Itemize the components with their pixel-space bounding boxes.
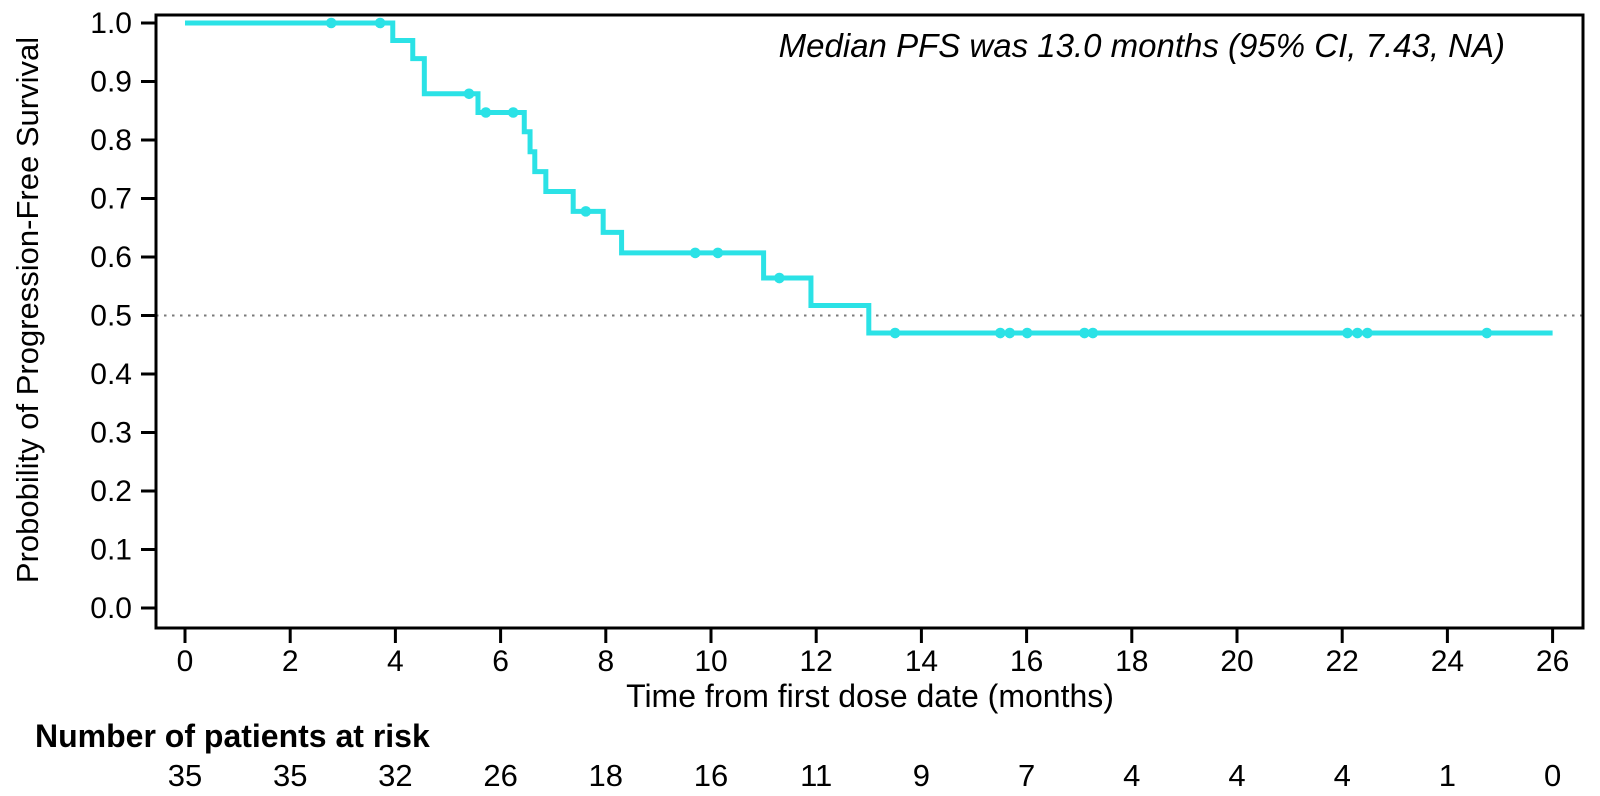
- censor-mark: [374, 17, 386, 29]
- y-tick-label: 0.8: [90, 124, 132, 157]
- censor-mark: [1079, 327, 1090, 339]
- at-risk-count: 9: [913, 758, 930, 791]
- censor-mark: [1352, 327, 1363, 339]
- median-pfs-annotation: Median PFS was 13.0 months (95% CI, 7.43…: [779, 27, 1505, 64]
- at-risk-count: 16: [694, 758, 728, 791]
- at-risk-count: 1: [1439, 758, 1456, 791]
- y-tick-label: 0.5: [90, 300, 132, 333]
- x-tick-label: 2: [282, 645, 299, 678]
- x-tick-label: 22: [1326, 645, 1359, 678]
- at-risk-count: 26: [483, 758, 517, 791]
- censor-mark: [712, 247, 724, 259]
- censor-mark: [1362, 327, 1373, 339]
- x-tick-label: 24: [1431, 645, 1464, 678]
- censor-mark: [774, 272, 785, 284]
- x-tick-label: 16: [1010, 645, 1043, 678]
- x-tick-label: 8: [597, 645, 614, 678]
- at-risk-count: 32: [378, 758, 412, 791]
- censor-mark: [1481, 327, 1493, 339]
- x-tick-label: 0: [177, 645, 194, 678]
- y-tick-label: 0.6: [90, 241, 132, 274]
- at-risk-table-title: Number of patients at risk: [35, 718, 430, 754]
- censor-mark: [480, 107, 492, 118]
- at-risk-count: 0: [1544, 758, 1561, 791]
- censor-mark: [1087, 327, 1099, 339]
- x-tick-label: 18: [1115, 645, 1148, 678]
- at-risk-count: 35: [168, 758, 202, 791]
- at-risk-count: 7: [1018, 758, 1035, 791]
- at-risk-count: 4: [1334, 758, 1351, 791]
- plot-border: [154, 13, 1585, 630]
- at-risk-count: 4: [1228, 758, 1245, 791]
- censor-mark: [1342, 327, 1353, 339]
- censor-mark: [1021, 327, 1033, 339]
- x-tick-label: 6: [492, 645, 509, 678]
- censor-mark: [689, 247, 701, 259]
- y-tick-label: 0.4: [90, 358, 132, 391]
- censor-mark: [463, 88, 475, 100]
- y-tick-label: 0.1: [90, 534, 132, 567]
- x-tick-label: 4: [387, 645, 404, 678]
- censor-mark: [889, 327, 901, 339]
- at-risk-count: 11: [800, 758, 832, 791]
- x-tick-label: 14: [905, 645, 938, 678]
- y-tick-label: 0.9: [90, 66, 132, 99]
- censor-mark: [325, 17, 337, 29]
- y-tick-label: 0.3: [90, 417, 132, 450]
- x-tick-label: 12: [800, 645, 833, 678]
- x-axis-title: Time from first dose date (months): [626, 678, 1114, 714]
- censor-mark: [507, 107, 519, 118]
- y-axis-title: Probobility of Progression-Free Survival: [10, 37, 45, 583]
- censor-mark: [580, 206, 592, 217]
- censor-mark: [1004, 327, 1016, 339]
- x-tick-label: 26: [1536, 645, 1569, 678]
- y-tick-label: 0.0: [90, 592, 132, 625]
- at-risk-count: 35: [273, 758, 307, 791]
- y-tick-label: 0.2: [90, 475, 132, 508]
- y-tick-label: 0.7: [90, 183, 132, 216]
- x-tick-label: 10: [694, 645, 727, 678]
- x-tick-label: 20: [1220, 645, 1253, 678]
- at-risk-count: 18: [589, 758, 623, 791]
- at-risk-count: 4: [1123, 758, 1140, 791]
- y-tick-label: 1.0: [90, 7, 132, 40]
- censor-mark: [995, 327, 1006, 339]
- km-curve: [185, 20, 1553, 336]
